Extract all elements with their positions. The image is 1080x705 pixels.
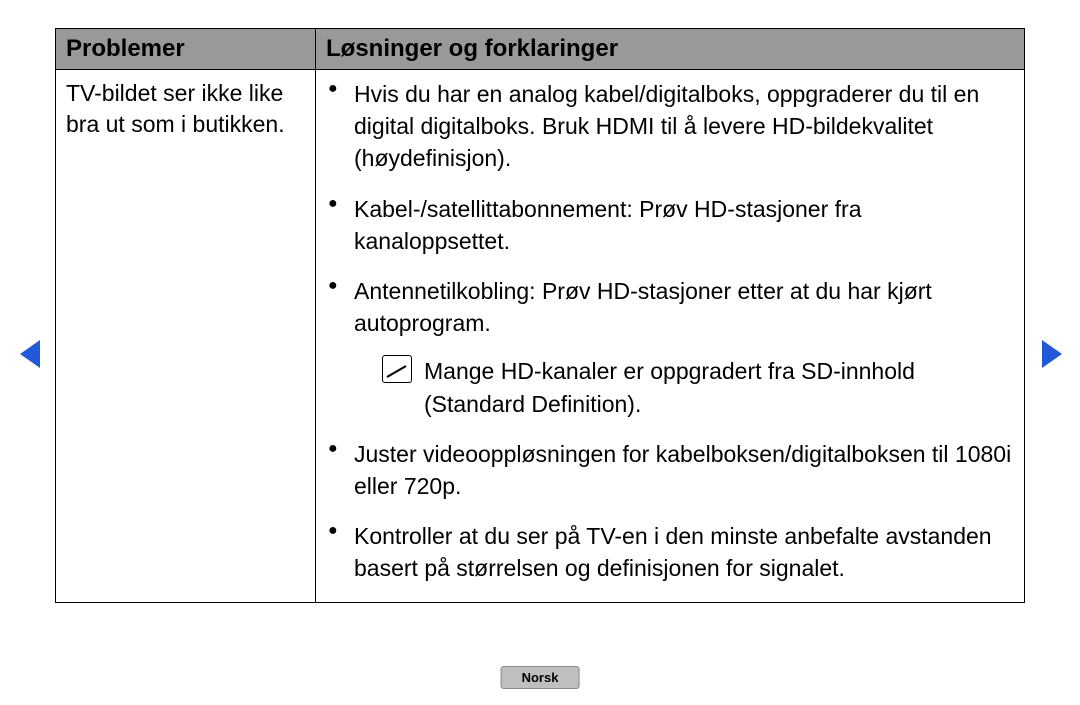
list-item: Hvis du har en analog kabel/digitalboks,… [326,78,1014,175]
header-problems: Problemer [56,29,316,70]
note-text: Mange HD-kanaler er oppgradert fra SD-in… [424,355,1014,419]
troubleshoot-table: Problemer Løsninger og forklaringer TV-b… [55,28,1025,603]
header-solutions: Løsninger og forklaringer [316,29,1025,70]
problem-cell: TV-bildet ser ikke like bra ut som i but… [56,70,316,603]
list-item: Juster videooppløsningen for kabelboksen… [326,438,1014,502]
list-item: Kontroller at du ser på TV-en i den mins… [326,520,1014,584]
language-badge: Norsk [501,666,580,689]
content-area: Problemer Løsninger og forklaringer TV-b… [55,28,1025,603]
list-item: Kabel-/satellittabonnement: Prøv HD-stas… [326,193,1014,257]
solution-list: Hvis du har en analog kabel/digitalboks,… [326,78,1014,584]
list-item: Antennetilkobling: Prøv HD-stasjoner ett… [326,275,1014,420]
list-item-text: Antennetilkobling: Prøv HD-stasjoner ett… [354,278,932,336]
nav-prev-icon[interactable] [20,340,40,368]
nav-next-icon[interactable] [1042,340,1062,368]
note-block: Mange HD-kanaler er oppgradert fra SD-in… [354,355,1014,419]
solution-cell: Hvis du har en analog kabel/digitalboks,… [316,70,1025,603]
table-row: TV-bildet ser ikke like bra ut som i but… [56,70,1025,603]
note-icon [382,355,412,383]
